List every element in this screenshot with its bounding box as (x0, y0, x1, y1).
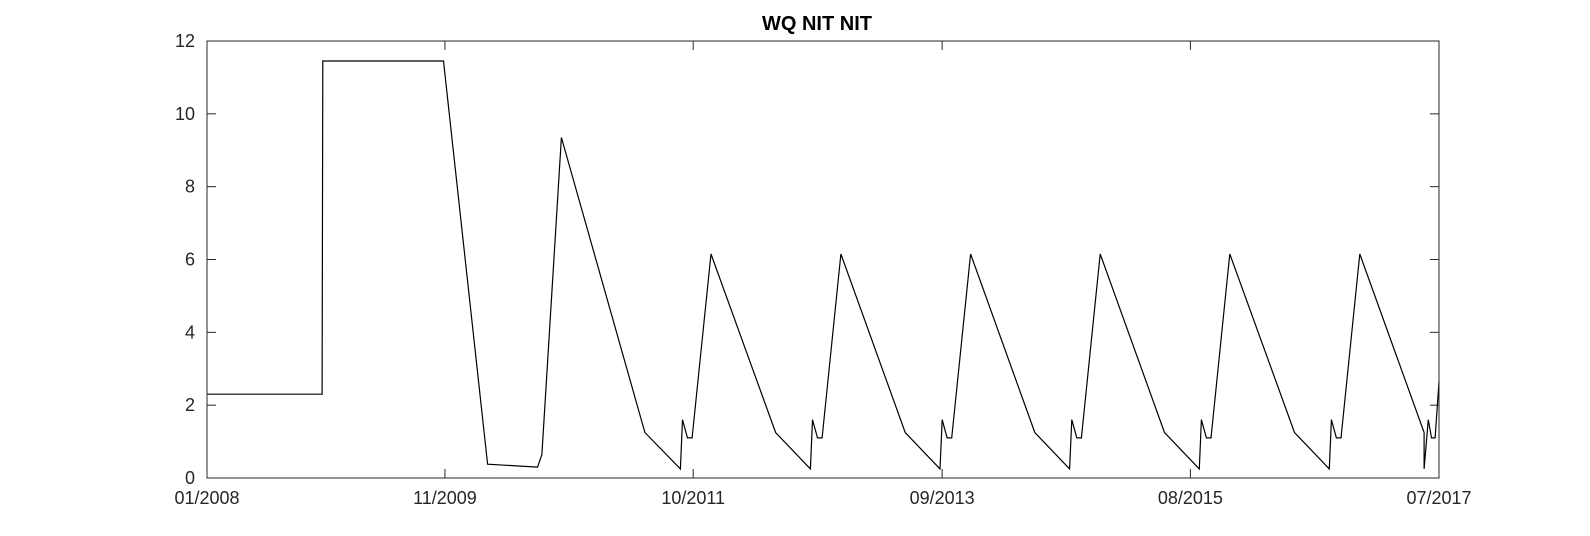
x-tick-label: 09/2013 (910, 488, 975, 508)
y-tick-label: 6 (185, 250, 195, 270)
y-axis: 0 2 4 6 8 10 12 (175, 31, 1439, 488)
x-tick-label: 07/2017 (1406, 488, 1471, 508)
plot-frame (206, 40, 1440, 479)
y-tick-label: 2 (185, 395, 195, 415)
y-tick-label: 10 (175, 104, 195, 124)
y-tick-label: 4 (185, 322, 195, 342)
y-tick-label: 12 (175, 31, 195, 51)
x-tick-label: 10/2011 (661, 488, 725, 508)
x-tick-label: 08/2015 (1158, 488, 1223, 508)
series-line (207, 60, 1440, 471)
x-axis: 01/2008 11/2009 10/2011 09/2013 08/2015 07/20… (174, 41, 1472, 508)
x-tick-label: 01/2008 (174, 488, 239, 508)
y-tick-label: 0 (185, 468, 195, 488)
x-tick-label: 11/2009 (413, 488, 477, 508)
chart-title: WQ NIT NIT (762, 13, 872, 35)
y-tick-label: 8 (185, 177, 195, 197)
